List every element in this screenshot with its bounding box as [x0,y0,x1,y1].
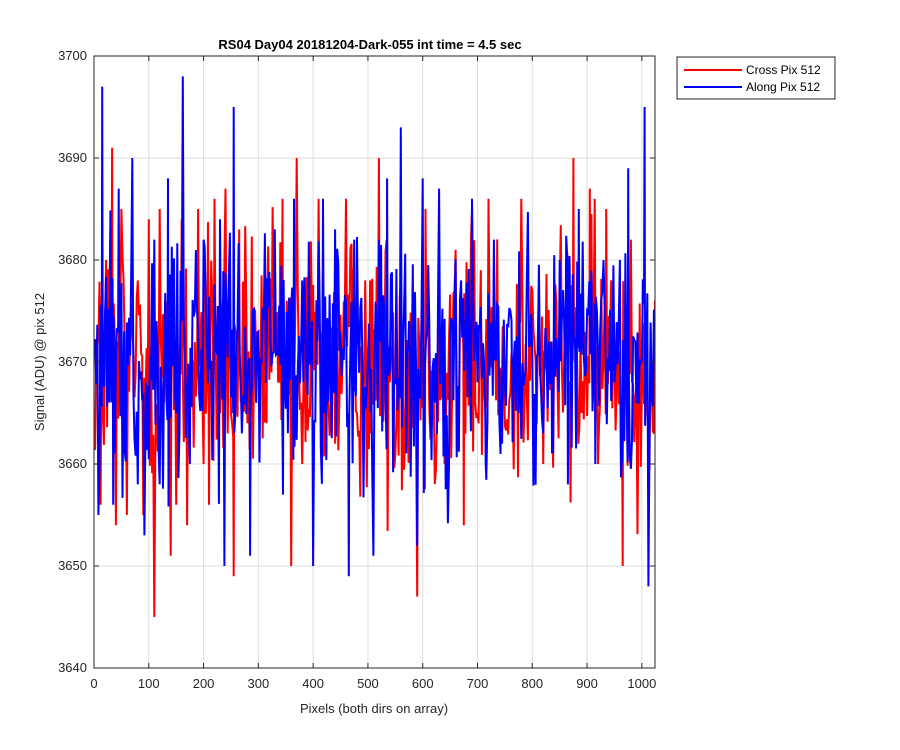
series-line-along-pix-512 [94,76,655,587]
y-axis-label: Signal (ADU) @ pix 512 [32,293,47,431]
y-tick-label: 3690 [58,150,87,165]
x-tick-label: 600 [412,676,434,691]
y-tick-label: 3650 [58,558,87,573]
y-tick-label: 3660 [58,456,87,471]
x-tick-label: 900 [576,676,598,691]
x-tick-label: 0 [90,676,97,691]
x-tick-label: 300 [248,676,270,691]
x-tick-label: 200 [193,676,215,691]
legend-label-cross: Cross Pix 512 [746,63,821,77]
x-tick-label: 400 [302,676,324,691]
chart-title: RS04 Day04 20181204-Dark-055 int time = … [218,37,521,52]
legend-box [676,56,836,100]
series-layer [94,76,655,618]
y-tick-label: 3670 [58,354,87,369]
y-tick-label: 3640 [58,660,87,675]
y-tick-label: 3700 [58,48,87,63]
axis-ticks: 0 100 200 300 400 500 600 700 800 900 1000 3640 3650… [58,48,656,691]
x-tick-label: 700 [467,676,489,691]
x-tick-label: 800 [521,676,543,691]
x-tick-label: 1000 [627,676,656,691]
y-tick-label: 3680 [58,252,87,267]
x-tick-label: 500 [357,676,379,691]
x-tick-label: 100 [138,676,160,691]
legend: Cross Pix 512 Along Pix 512 [676,56,836,100]
legend-label-along: Along Pix 512 [746,80,820,94]
x-axis-label: Pixels (both dirs on array) [300,701,448,716]
